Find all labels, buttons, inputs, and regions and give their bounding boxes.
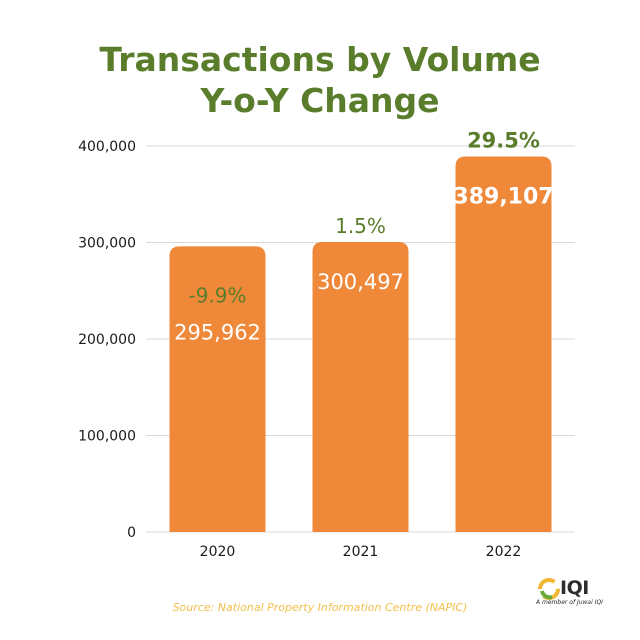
iqi-logo-tagline: A member of Juwai IQI bbox=[536, 599, 603, 606]
y-axis-ticks: 0 100,000 200,000 300,000 400,000 bbox=[78, 139, 136, 541]
x-tick-label: 2021 bbox=[343, 544, 379, 560]
x-tick-label: 2020 bbox=[200, 544, 236, 560]
iqi-logo-text: IQI bbox=[560, 577, 589, 599]
iqi-logo: IQI A member of Juwai IQI bbox=[536, 577, 608, 612]
bars bbox=[169, 156, 552, 533]
chart-title-line-1: Transactions by Volume bbox=[99, 40, 540, 79]
y-tick-label: 400,000 bbox=[78, 139, 136, 155]
bar-labels: 295,962 -9.9% 300,497 1.5% 389,107 29.5% bbox=[174, 129, 554, 345]
x-tick-label: 2022 bbox=[486, 544, 522, 560]
bar-value-label: 295,962 bbox=[174, 320, 261, 344]
bar bbox=[169, 246, 266, 532]
bar-value-label: 300,497 bbox=[317, 270, 404, 294]
y-tick-label: 0 bbox=[127, 525, 136, 541]
bar bbox=[312, 242, 409, 533]
iqi-logo-icon bbox=[538, 578, 560, 600]
x-axis-ticks: 2020 2021 2022 bbox=[200, 544, 522, 560]
bar bbox=[455, 156, 552, 532]
bar-value-label: 389,107 bbox=[453, 185, 553, 210]
y-tick-label: 200,000 bbox=[78, 332, 136, 348]
change-label: 1.5% bbox=[335, 214, 386, 238]
chart-title-line-2: Y-o-Y Change bbox=[199, 81, 439, 120]
y-tick-label: 300,000 bbox=[78, 236, 136, 252]
change-label: -9.9% bbox=[188, 283, 246, 307]
source-note: Source: National Property Information Ce… bbox=[172, 601, 468, 614]
y-tick-label: 100,000 bbox=[78, 429, 136, 445]
change-label: 29.5% bbox=[467, 129, 540, 153]
